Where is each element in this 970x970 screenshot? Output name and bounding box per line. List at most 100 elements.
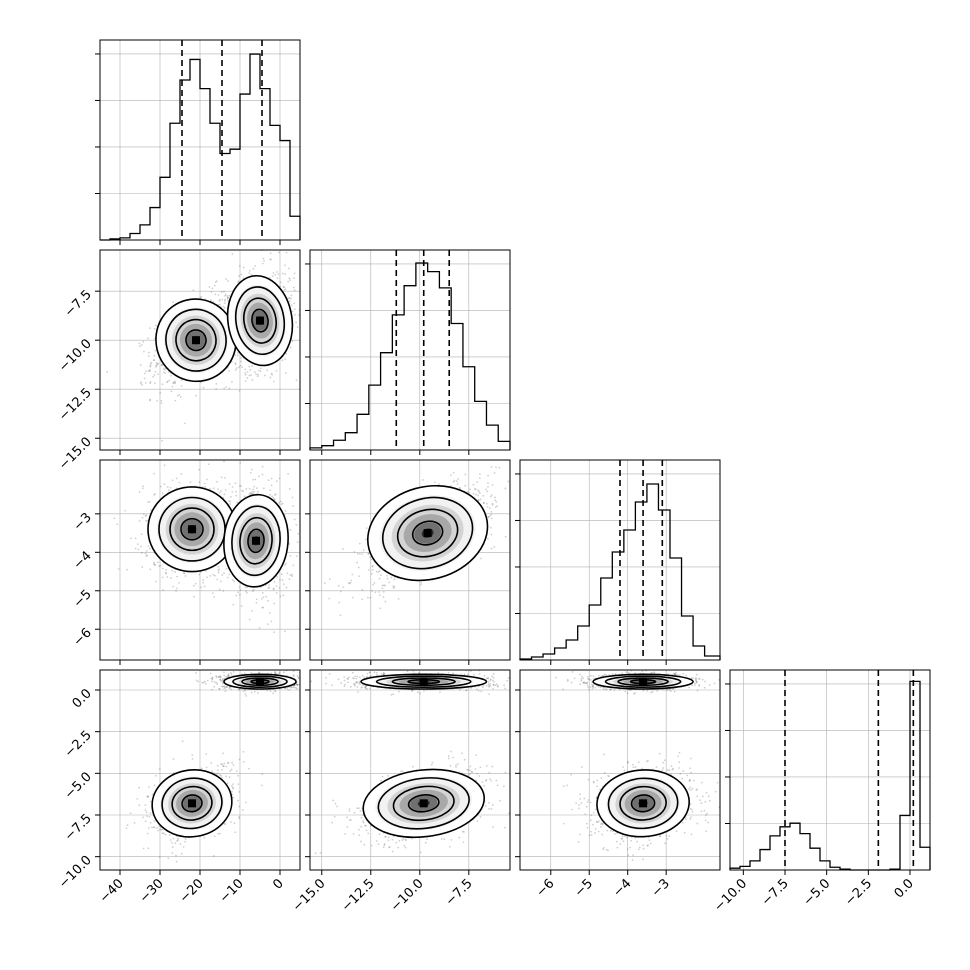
scatter-point xyxy=(166,486,169,488)
scatter-point xyxy=(254,265,256,267)
y-tick-label: −10.0 xyxy=(56,853,95,892)
scatter-point xyxy=(279,281,282,284)
scatter-point xyxy=(507,480,510,483)
scatter-point xyxy=(315,293,317,295)
scatter-point xyxy=(367,569,370,571)
scatter-point xyxy=(261,473,264,476)
scatter-point xyxy=(304,307,306,309)
scatter-point xyxy=(284,509,287,512)
scatter-point xyxy=(144,515,147,517)
scatter-point xyxy=(231,490,234,493)
scatter-point xyxy=(155,362,158,364)
scatter-point xyxy=(162,589,165,592)
scatter-point xyxy=(368,556,371,559)
scatter-point xyxy=(160,364,163,367)
scatter-point xyxy=(202,581,205,584)
scatter-point xyxy=(224,293,227,296)
scatter-point xyxy=(171,569,174,572)
hist-panel-3: −10.0 −7.5 −5.0 −2.5 0.0 xyxy=(711,669,931,915)
scatter-point xyxy=(472,483,475,486)
scatter-point xyxy=(140,551,143,554)
scatter-point xyxy=(183,572,185,575)
panel-frame xyxy=(309,459,511,661)
pair-panel-1-0: −15.0−12.5−10.0−7.5 xyxy=(56,249,317,473)
scatter-point xyxy=(156,561,159,564)
y-tick-label: −15.0 xyxy=(56,434,95,473)
scatter-point xyxy=(183,422,186,425)
scatter-point xyxy=(155,324,157,327)
scatter-point xyxy=(266,599,269,602)
scatter-point xyxy=(234,369,237,371)
scatter-point xyxy=(278,251,281,254)
scatter-point xyxy=(267,479,270,482)
hist-panel-0 xyxy=(95,39,301,245)
scatter-point xyxy=(267,587,270,589)
scatter-point xyxy=(202,386,205,389)
panel-frame xyxy=(99,249,301,451)
scatter-point xyxy=(274,670,276,673)
scatter-point xyxy=(378,591,381,593)
scatter-point xyxy=(273,602,276,605)
scatter-point xyxy=(221,574,224,576)
scatter-point xyxy=(224,298,227,301)
scatter-point xyxy=(371,564,374,567)
scatter-point xyxy=(494,506,497,508)
scatter-point xyxy=(220,680,223,682)
scatter-point xyxy=(495,501,498,503)
scatter-point xyxy=(217,569,220,572)
x-tick-label: −7.5 xyxy=(759,876,792,909)
scatter-point xyxy=(255,601,258,604)
scatter-point xyxy=(452,480,455,483)
scatter-point xyxy=(487,485,489,488)
scatter-point xyxy=(282,583,285,586)
scatter-point xyxy=(288,578,291,581)
scatter-point xyxy=(238,593,241,596)
scatter-point xyxy=(486,505,489,508)
scatter-point xyxy=(393,586,396,588)
scatter-point xyxy=(271,373,274,376)
scatter-point xyxy=(365,527,368,530)
scatter-point xyxy=(297,532,300,535)
scatter-point xyxy=(154,349,157,352)
scatter-point xyxy=(238,275,241,278)
scatter-point xyxy=(491,503,494,506)
scatter-point xyxy=(474,493,477,496)
scatter-point xyxy=(433,481,436,484)
scatter-point xyxy=(275,271,278,273)
scatter-point xyxy=(153,373,156,376)
scatter-point xyxy=(225,567,228,570)
scatter-point xyxy=(206,576,208,579)
scatter-point xyxy=(235,594,238,597)
scatter-point xyxy=(280,503,283,506)
density-peak xyxy=(423,529,432,538)
scatter-point xyxy=(142,485,145,488)
scatter-point xyxy=(251,378,254,381)
contour-line xyxy=(165,308,227,372)
scatter-point xyxy=(142,340,145,343)
scatter-point xyxy=(214,574,216,577)
y-tick-label: −5 xyxy=(71,587,95,611)
scatter-point xyxy=(254,478,257,481)
scatter-point xyxy=(377,570,380,573)
scatter-point xyxy=(208,286,211,288)
scatter-point xyxy=(301,560,303,562)
scatter-point xyxy=(229,500,232,503)
scatter-point xyxy=(142,513,145,516)
scatter-point xyxy=(284,264,286,267)
scatter-point xyxy=(361,588,364,591)
y-tick-label: −10.0 xyxy=(56,336,95,375)
scatter-point xyxy=(272,380,275,383)
scatter-point xyxy=(293,308,296,311)
scatter-point xyxy=(274,672,277,675)
scatter-point xyxy=(347,582,350,584)
scatter-point xyxy=(224,294,227,297)
scatter-point xyxy=(140,545,142,548)
scatter-point xyxy=(206,478,208,481)
scatter-point xyxy=(289,554,292,557)
scatter-point xyxy=(219,676,222,678)
scatter-point xyxy=(393,578,396,581)
scatter-point xyxy=(240,357,243,359)
scatter-point xyxy=(169,486,172,489)
scatter-point xyxy=(270,372,273,375)
scatter-point xyxy=(150,509,152,512)
